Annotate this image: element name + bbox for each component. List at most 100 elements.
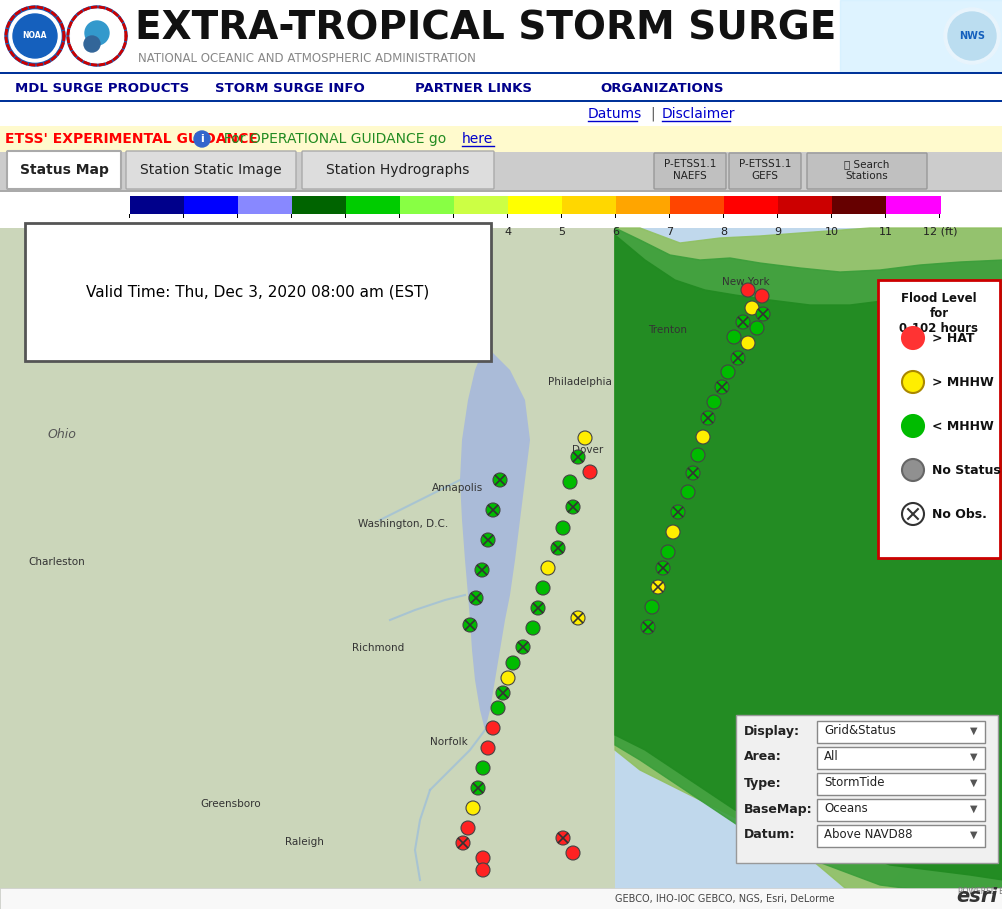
Circle shape <box>670 505 684 519</box>
Circle shape <box>640 620 654 634</box>
Circle shape <box>901 415 923 437</box>
Bar <box>0 126 1002 152</box>
Circle shape <box>570 450 584 464</box>
FancyBboxPatch shape <box>250 324 275 348</box>
Text: -2: -2 <box>178 227 189 237</box>
Bar <box>0 192 1002 228</box>
Text: ▶|: ▶| <box>317 331 329 341</box>
Circle shape <box>577 431 591 445</box>
Bar <box>832 196 886 214</box>
Text: Type:: Type: <box>743 776 781 790</box>
Text: Ohio: Ohio <box>48 428 77 441</box>
Text: Flood Level
for
0-102 hours: Flood Level for 0-102 hours <box>899 292 978 335</box>
Text: Datum:: Datum: <box>743 828 795 842</box>
Circle shape <box>730 351 744 365</box>
Text: Valid Time: Thu, Dec 3, 2020 08:00 am (EST): Valid Time: Thu, Dec 3, 2020 08:00 am (E… <box>86 285 429 299</box>
Circle shape <box>744 301 759 315</box>
Bar <box>0 152 1002 192</box>
Circle shape <box>84 36 100 52</box>
FancyBboxPatch shape <box>190 324 214 348</box>
Text: Pittsburgh: Pittsburgh <box>171 327 225 337</box>
Text: |: | <box>649 106 654 121</box>
Bar <box>454 196 508 214</box>
FancyBboxPatch shape <box>653 153 725 189</box>
Text: Display:: Display: <box>743 724 800 737</box>
Text: esri: esri <box>955 887 996 906</box>
Text: ▶: ▶ <box>259 331 267 341</box>
Text: 1: 1 <box>342 227 349 237</box>
Text: ▼: ▼ <box>969 752 977 762</box>
Bar <box>0 102 1002 126</box>
Text: 0: 0 <box>289 227 296 237</box>
Text: Philadelphia: Philadelphia <box>547 377 611 387</box>
FancyBboxPatch shape <box>728 153 801 189</box>
Text: Area:: Area: <box>743 751 781 764</box>
Polygon shape <box>614 228 1002 909</box>
Text: No Status: No Status <box>931 464 1000 476</box>
Circle shape <box>496 686 509 700</box>
Bar <box>885 196 940 214</box>
Text: 9: 9 <box>774 227 781 237</box>
Circle shape <box>565 846 579 860</box>
Text: > HAT: > HAT <box>931 332 974 345</box>
Bar <box>0 888 1002 909</box>
Circle shape <box>491 701 504 715</box>
Circle shape <box>655 561 669 575</box>
Text: < MHHW: < MHHW <box>931 419 993 433</box>
Text: Station Hydrographs: Station Hydrographs <box>326 163 469 177</box>
Circle shape <box>70 9 124 63</box>
Circle shape <box>13 14 57 58</box>
Polygon shape <box>614 228 1002 900</box>
Text: 4: 4 <box>504 227 511 237</box>
Text: Disclaimer: Disclaimer <box>661 107 734 121</box>
FancyBboxPatch shape <box>281 324 305 348</box>
Text: EXTRA-TROPICAL STORM SURGE: EXTRA-TROPICAL STORM SURGE <box>135 10 836 48</box>
Text: All: All <box>824 751 838 764</box>
Text: 6: 6 <box>612 227 619 237</box>
Bar <box>614 228 1002 909</box>
Circle shape <box>706 395 720 409</box>
Text: 11: 11 <box>878 227 892 237</box>
Bar <box>778 196 833 214</box>
FancyBboxPatch shape <box>126 151 296 189</box>
Circle shape <box>476 863 490 877</box>
Circle shape <box>735 315 749 329</box>
Circle shape <box>466 801 480 815</box>
Text: 5: 5 <box>558 227 565 237</box>
Polygon shape <box>614 235 1002 880</box>
Circle shape <box>756 307 770 321</box>
Bar <box>0 190 1002 192</box>
Bar <box>0 228 629 909</box>
Bar <box>723 196 779 214</box>
Circle shape <box>740 283 755 297</box>
Text: StormTide: StormTide <box>824 776 884 790</box>
Text: ▶: ▶ <box>289 331 297 341</box>
Text: Status Map: Status Map <box>20 163 108 177</box>
Text: 8: 8 <box>719 227 726 237</box>
Text: 2: 2 <box>396 227 403 237</box>
Bar <box>183 196 238 214</box>
Text: New York: New York <box>721 277 769 287</box>
Circle shape <box>901 371 923 393</box>
Circle shape <box>501 671 514 685</box>
Text: MDL SURGE PRODUCTS: MDL SURGE PRODUCTS <box>15 82 189 95</box>
Text: Grid&Status: Grid&Status <box>824 724 895 737</box>
Bar <box>615 196 670 214</box>
Circle shape <box>493 473 506 487</box>
Text: > MHHW: > MHHW <box>931 375 993 388</box>
Circle shape <box>530 601 544 615</box>
Text: P-ETSS1.1
GEFS: P-ETSS1.1 GEFS <box>738 159 791 181</box>
Text: Raleigh: Raleigh <box>285 837 324 847</box>
Circle shape <box>650 580 664 594</box>
Text: BaseMap:: BaseMap: <box>743 803 812 815</box>
Circle shape <box>740 336 755 350</box>
Circle shape <box>475 563 489 577</box>
Bar <box>735 715 997 863</box>
Circle shape <box>665 525 679 539</box>
Text: ▼: ▼ <box>969 830 977 840</box>
Text: ▼: ▼ <box>969 804 977 814</box>
Circle shape <box>755 289 769 303</box>
Circle shape <box>515 640 529 654</box>
Bar <box>346 196 401 214</box>
Bar <box>669 196 724 214</box>
